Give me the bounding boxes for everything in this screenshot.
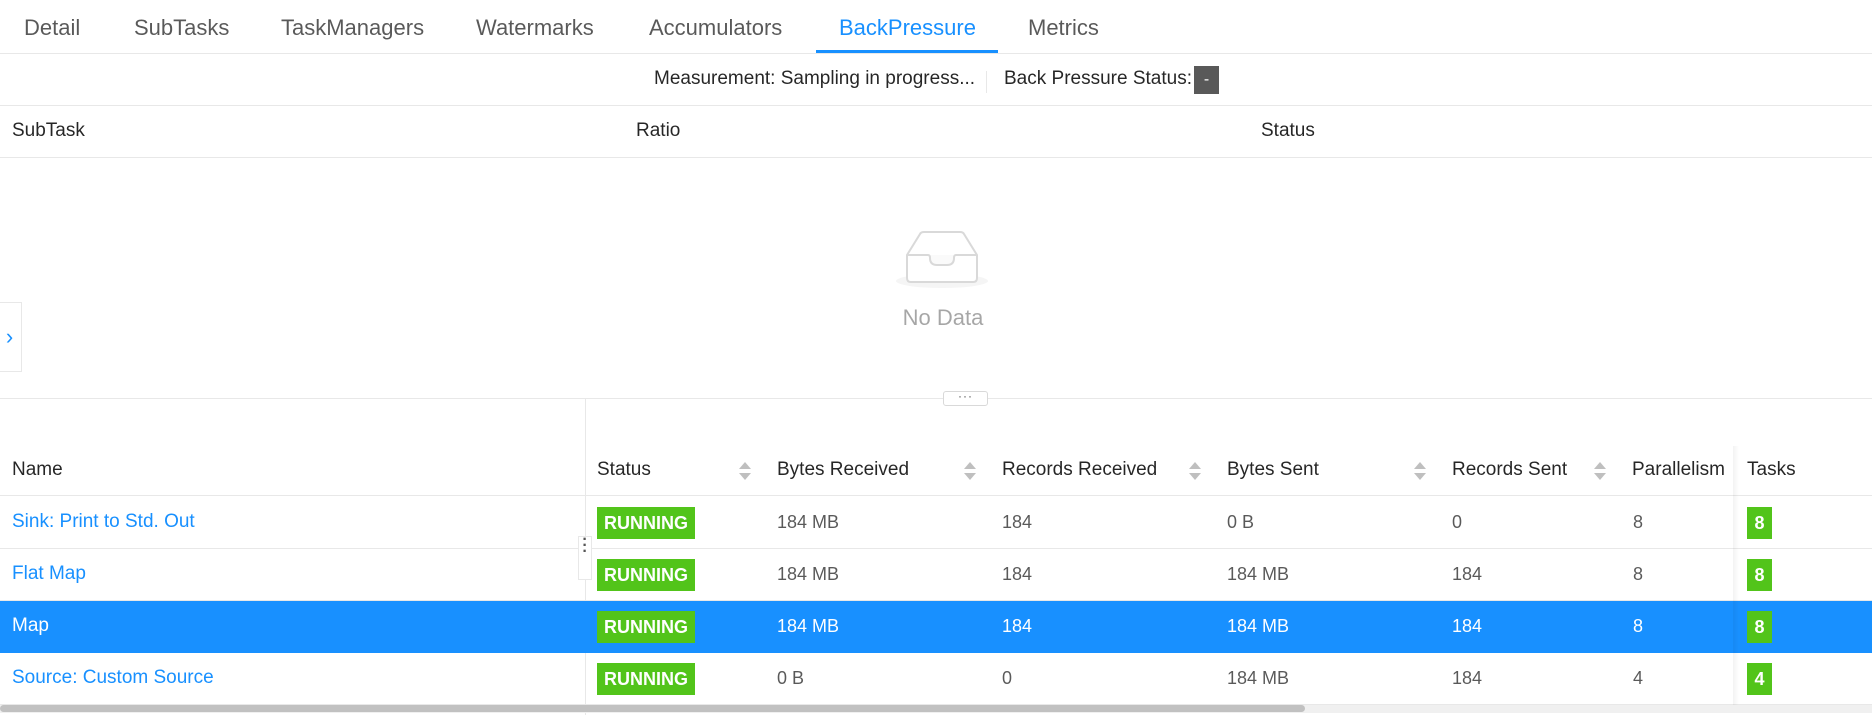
panel-splitter-line — [0, 398, 1872, 399]
measurement-text: Measurement: Sampling in progress... — [654, 68, 976, 89]
tasks-count-badge: 8 — [1747, 611, 1772, 643]
fixed-column-shadow — [1733, 446, 1739, 709]
tasks-count-badge: 4 — [1747, 663, 1772, 695]
backpressure-measurement-bar: Measurement: Sampling in progress... Bac… — [0, 54, 1872, 106]
status-badge: RUNNING — [597, 611, 695, 643]
column-header-subtask: SubTask — [12, 120, 85, 141]
records-sent-value: 184 — [1452, 616, 1483, 636]
table-row[interactable]: Flat Map RUNNING 184 MB 184 184 MB 184 8… — [0, 549, 1872, 601]
bytes-sent-value: 184 MB — [1227, 616, 1290, 636]
records-received-value: 184 — [1002, 616, 1033, 636]
vertex-table-header: Name Status Bytes Received Records Recei… — [0, 446, 1872, 496]
column-header-name: Name — [12, 459, 63, 480]
tasks-count-badge: 8 — [1747, 559, 1772, 591]
bytes-sent-value: 184 MB — [1227, 564, 1290, 584]
column-header-status: Status — [1261, 120, 1315, 141]
tab-subtasks[interactable]: SubTasks — [134, 15, 230, 40]
column-resize-handle[interactable]: · · · — [578, 532, 592, 580]
tab-metrics[interactable]: Metrics — [1028, 15, 1099, 40]
active-tab-indicator — [816, 50, 998, 53]
sort-caret-icon[interactable] — [964, 462, 976, 482]
records-sent-value: 184 — [1452, 668, 1483, 688]
records-received-value: 184 — [1002, 512, 1033, 532]
sort-caret-icon[interactable] — [739, 462, 751, 482]
column-header-status[interactable]: Status — [597, 459, 651, 480]
column-header-ratio: Ratio — [636, 120, 681, 141]
status-badge: RUNNING — [597, 559, 695, 591]
tab-detail[interactable]: Detail — [24, 15, 81, 40]
bytes-received-value: 184 MB — [777, 564, 840, 584]
backpressure-table-header: SubTask Ratio Status — [0, 106, 1872, 158]
tab-watermarks[interactable]: Watermarks — [476, 15, 594, 40]
side-panel-expand-button[interactable]: › — [0, 302, 22, 372]
column-header-records-received[interactable]: Records Received — [1002, 459, 1158, 480]
table-row[interactable]: Source: Custom Source RUNNING 0 B 0 184 … — [0, 653, 1872, 705]
horizontal-scrollbar-thumb[interactable] — [0, 705, 1305, 712]
parallelism-value: 8 — [1633, 564, 1644, 584]
tab-taskmanagers[interactable]: TaskManagers — [281, 15, 425, 40]
tab-bar: Detail SubTasks TaskManagers Watermarks … — [0, 0, 1872, 54]
status-badge: RUNNING — [597, 663, 695, 695]
back-pressure-status-label: Back Pressure Status: — [1004, 68, 1192, 89]
tab-backpressure[interactable]: BackPressure — [839, 15, 976, 40]
sort-caret-icon[interactable] — [1189, 462, 1201, 482]
vertex-name-link[interactable]: Map — [12, 615, 49, 636]
parallelism-value: 4 — [1633, 668, 1644, 688]
tasks-count-badge: 8 — [1747, 507, 1772, 539]
bytes-received-value: 184 MB — [777, 616, 840, 636]
vertex-name-link[interactable]: Source: Custom Source — [12, 667, 214, 688]
column-header-bytes-received[interactable]: Bytes Received — [777, 459, 910, 480]
parallelism-value: 8 — [1633, 616, 1644, 636]
back-pressure-status-tag: - — [1194, 66, 1219, 94]
records-sent-value: 0 — [1452, 512, 1463, 532]
table-row[interactable]: Sink: Print to Std. Out RUNNING 184 MB 1… — [0, 497, 1872, 549]
records-sent-value: 184 — [1452, 564, 1483, 584]
records-received-value: 0 — [1002, 668, 1013, 688]
vertex-name-link[interactable]: Flat Map — [12, 563, 86, 584]
column-header-records-sent[interactable]: Records Sent — [1452, 459, 1568, 480]
tab-accumulators[interactable]: Accumulators — [649, 15, 783, 40]
column-header-tasks: Tasks — [1747, 459, 1796, 480]
records-received-value: 184 — [1002, 564, 1033, 584]
panel-splitter-handle[interactable]: ··· — [943, 390, 988, 406]
sort-caret-icon[interactable] — [1594, 462, 1606, 482]
status-badge: RUNNING — [597, 507, 695, 539]
bytes-received-value: 184 MB — [777, 512, 840, 532]
table-row-selected[interactable]: Map RUNNING 184 MB 184 184 MB 184 8 8 — [0, 601, 1872, 653]
column-header-parallelism: Parallelism — [1632, 459, 1725, 480]
column-header-bytes-sent[interactable]: Bytes Sent — [1227, 459, 1319, 480]
bytes-received-value: 0 B — [777, 668, 805, 688]
vertex-name-link[interactable]: Sink: Print to Std. Out — [12, 511, 195, 532]
sort-caret-icon[interactable] — [1414, 462, 1426, 482]
measurement-divider — [986, 71, 987, 93]
bytes-sent-value: 184 MB — [1227, 668, 1290, 688]
parallelism-value: 8 — [1633, 512, 1644, 532]
empty-inbox-icon — [896, 231, 988, 288]
chevron-right-icon: › — [5, 324, 14, 349]
bytes-sent-value: 0 B — [1227, 512, 1255, 532]
empty-state-text: No Data — [902, 305, 984, 330]
